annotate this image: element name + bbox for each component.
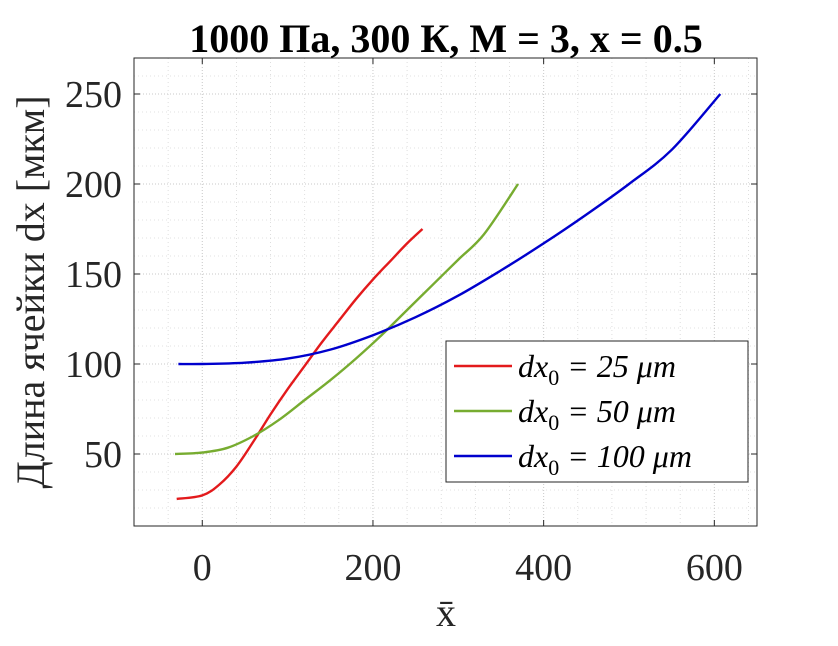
chart-title: 1000 Па, 300 К, М = 3, x = 0.5 (189, 16, 702, 61)
x-tick-label: 600 (686, 547, 743, 589)
x-tick-labels: 0 200 400 600 (193, 547, 743, 589)
legend-label-3: dx0 = 100 μm (518, 438, 692, 480)
y-tick-label: 200 (65, 164, 122, 206)
legend-label-2: dx0 = 50 μm (518, 393, 676, 435)
axis-ticks (134, 58, 757, 526)
x-tick-label: 200 (344, 547, 401, 589)
y-tick-label: 50 (84, 434, 122, 476)
series-line-2 (174, 183, 519, 456)
x-axis-label: x̄ (436, 590, 456, 635)
grid (133, 57, 757, 527)
series-line-3 (178, 93, 722, 366)
x-tick-label: 0 (193, 547, 212, 589)
plot-frame (133, 57, 758, 527)
legend-label-1: dx0 = 25 μm (518, 348, 676, 390)
y-tick-label: 100 (65, 344, 122, 386)
x-tick-label: 400 (515, 547, 572, 589)
series-line-1 (176, 228, 424, 501)
y-tick-label: 250 (65, 74, 122, 116)
y-tick-labels: 50 100 150 200 250 (65, 74, 122, 476)
y-tick-label: 150 (65, 254, 122, 296)
series-lines (174, 93, 722, 501)
y-axis-label: Длина ячейки dx [мкм] (8, 95, 53, 488)
